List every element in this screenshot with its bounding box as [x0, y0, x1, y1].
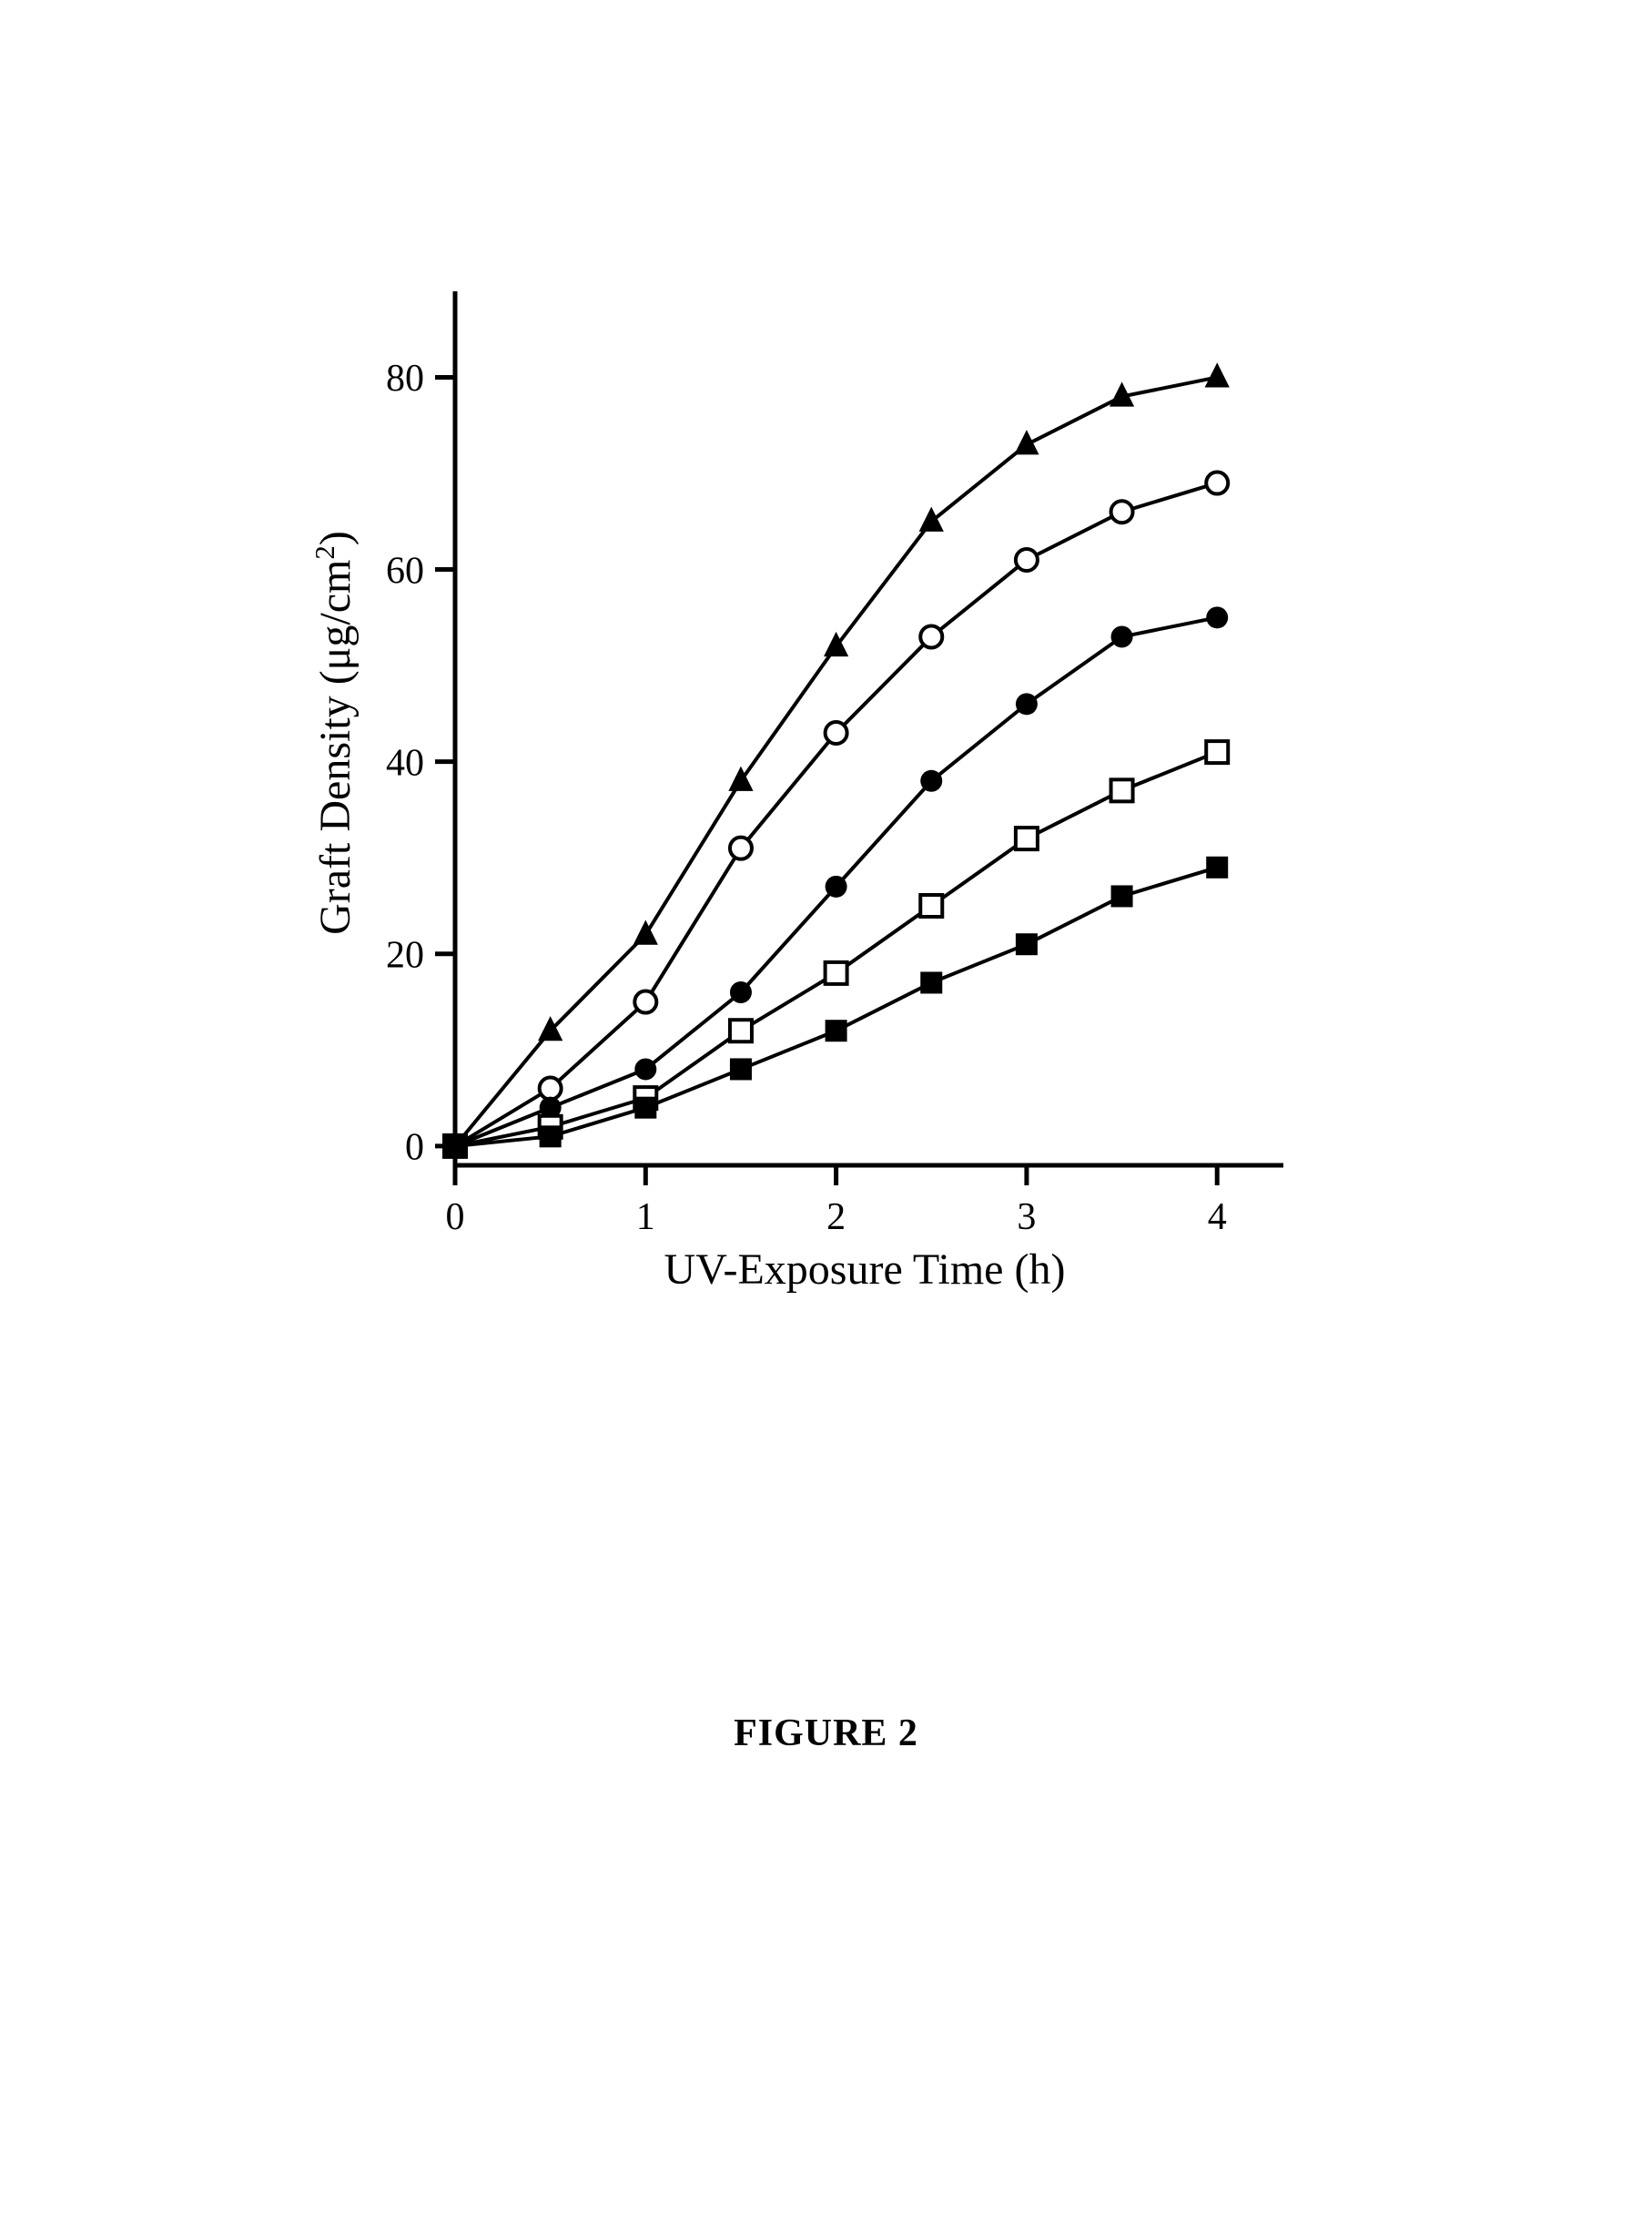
marker-triangle-filled	[1206, 365, 1228, 387]
marker-circle-filled	[730, 981, 752, 1003]
marker-circle-filled	[920, 770, 942, 792]
marker-square-open	[730, 1020, 752, 1041]
x-tick-label: 4	[1208, 1196, 1227, 1238]
marker-circle-filled	[1206, 606, 1228, 628]
marker-square-open	[826, 962, 847, 984]
y-axis-label: Graft Density (μg/cm2)	[309, 531, 360, 935]
marker-circle-open	[1016, 549, 1038, 571]
x-tick-label: 1	[636, 1196, 655, 1238]
marker-circle-open	[730, 838, 752, 859]
marker-square-filled	[1111, 885, 1133, 907]
marker-square-open	[1206, 741, 1228, 763]
y-tick-label: 0	[405, 1127, 424, 1169]
y-tick-label: 20	[386, 934, 424, 976]
x-tick-label: 0	[446, 1196, 465, 1238]
marker-circle-open	[920, 625, 942, 647]
marker-square-open	[1016, 828, 1038, 849]
x-axis-label: UV-Exposure Time (h)	[664, 1245, 1066, 1294]
marker-square-filled	[1206, 857, 1228, 879]
series-line	[455, 752, 1217, 1146]
marker-circle-filled	[826, 876, 847, 898]
series-series_circle_open	[444, 472, 1228, 1157]
marker-circle-open	[540, 1078, 562, 1100]
marker-circle-open	[1111, 501, 1133, 523]
marker-circle-open	[1206, 472, 1228, 494]
marker-circle-filled	[1016, 693, 1038, 715]
marker-circle-filled	[634, 1058, 656, 1080]
series-series_circle_filled	[444, 606, 1228, 1157]
series-series_square_open	[444, 741, 1228, 1157]
y-tick-label: 60	[386, 550, 424, 592]
x-tick-label: 2	[826, 1196, 846, 1238]
y-tick-label: 80	[386, 358, 424, 400]
marker-circle-filled	[1111, 625, 1133, 647]
marker-triangle-filled	[920, 509, 942, 531]
series-series_square_filled	[444, 857, 1228, 1157]
marker-square-filled	[826, 1020, 847, 1041]
marker-square-filled	[444, 1135, 466, 1157]
marker-circle-open	[634, 991, 656, 1013]
marker-triangle-filled	[1016, 432, 1038, 453]
chart-container: 01234020406080UV-Exposure Time (h)Graft …	[273, 182, 1365, 1370]
figure-caption: FIGURE 2	[0, 1712, 1652, 1755]
marker-square-filled	[1016, 933, 1038, 955]
marker-square-filled	[540, 1125, 562, 1147]
series-line	[455, 868, 1217, 1146]
marker-square-filled	[920, 971, 942, 993]
y-tick-label: 40	[386, 742, 424, 784]
x-tick-label: 3	[1017, 1196, 1036, 1238]
page: 01234020406080UV-Exposure Time (h)Graft …	[0, 0, 1652, 2225]
marker-circle-open	[826, 722, 847, 744]
series-line	[455, 483, 1217, 1146]
marker-square-filled	[730, 1058, 752, 1080]
marker-square-filled	[634, 1097, 656, 1119]
marker-square-open	[920, 895, 942, 917]
chart-svg: 01234020406080UV-Exposure Time (h)Graft …	[273, 182, 1365, 1366]
marker-square-open	[1111, 779, 1133, 801]
